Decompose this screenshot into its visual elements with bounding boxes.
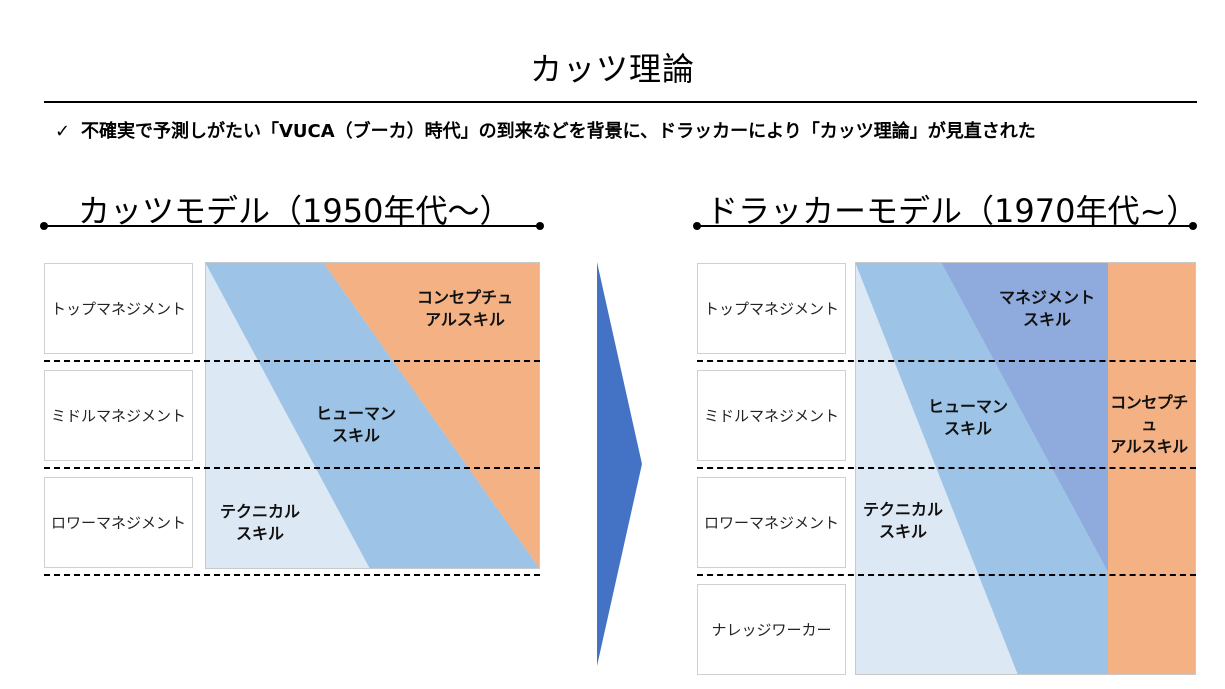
left-divider-bottom bbox=[44, 574, 540, 576]
right-role-middle-management: ミドルマネジメント bbox=[697, 370, 846, 461]
left-skill-diagram bbox=[205, 262, 540, 569]
title-divider bbox=[44, 101, 1197, 103]
right-technical-label: テクニカル スキル bbox=[862, 500, 943, 541]
right-conceptual-label: コンセプチュ アルスキル bbox=[1110, 393, 1188, 456]
left-role-middle-management: ミドルマネジメント bbox=[44, 370, 193, 461]
right-human-label: ヒューマン スキル bbox=[927, 397, 1008, 438]
right-rule-end-dot bbox=[1189, 222, 1197, 230]
right-role-top-management: トップマネジメント bbox=[697, 263, 846, 354]
right-divider-middle bbox=[697, 467, 1196, 469]
right-rule-start-dot bbox=[693, 222, 701, 230]
left-role-lower-management: ロワーマネジメント bbox=[44, 477, 193, 568]
right-divider-bottom bbox=[697, 574, 1196, 576]
left-model-title: カッツモデル（1950年代～） bbox=[78, 192, 512, 230]
left-technical-label: テクニカル スキル bbox=[219, 502, 300, 543]
left-role-top-management: トップマネジメント bbox=[44, 263, 193, 354]
bullet-text: 不確実で予測しがたい「VUCA（ブーカ）時代」の到来などを背景に、ドラッカーによ… bbox=[81, 121, 1036, 142]
right-management-label: マネジメント スキル bbox=[998, 288, 1095, 329]
left-rule-start-dot bbox=[40, 222, 48, 230]
right-role-lower-management: ロワーマネジメント bbox=[697, 477, 846, 568]
left-conceptual-label: コンセプチュ アルスキル bbox=[416, 288, 513, 329]
left-human-area bbox=[205, 262, 540, 569]
left-rule-end-dot bbox=[536, 222, 544, 230]
right-title-rule bbox=[697, 225, 1196, 227]
left-divider-middle bbox=[44, 467, 540, 469]
check-icon: ✓ bbox=[55, 121, 71, 142]
left-conceptual-area bbox=[323, 262, 540, 569]
chevron-right-arrow-icon bbox=[597, 262, 642, 666]
right-divider-top bbox=[697, 360, 1196, 362]
right-model-title: ドラッカーモデル（1970年代~） bbox=[706, 192, 1199, 230]
left-human-label: ヒューマン スキル bbox=[315, 404, 396, 445]
page-title: カッツ理論 bbox=[529, 50, 695, 88]
left-title-rule bbox=[44, 225, 540, 227]
left-divider-top bbox=[44, 360, 540, 362]
bullet-point: ✓ 不確実で予測しがたい「VUCA（ブーカ）時代」の到来などを背景に、ドラッカーに… bbox=[55, 117, 1036, 143]
right-role-knowledge-worker: ナレッジワーカー bbox=[697, 584, 846, 675]
right-management-area bbox=[941, 262, 1108, 572]
